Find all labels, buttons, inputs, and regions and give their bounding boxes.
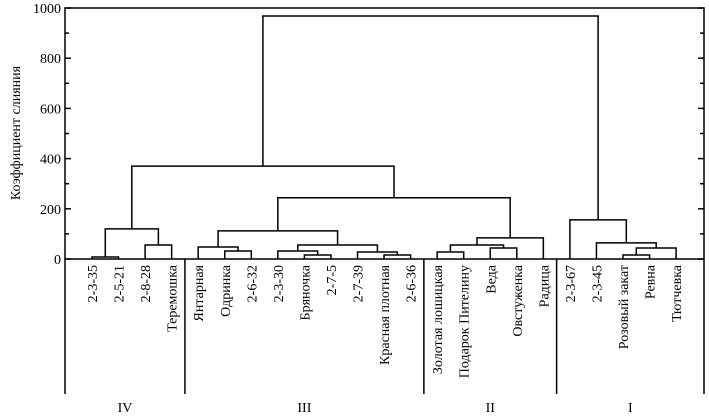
cluster-groups: IV III II I bbox=[64, 259, 705, 416]
leaf-label: 2-8-28 bbox=[139, 265, 154, 302]
dendrogram-link bbox=[489, 247, 518, 259]
leaf-label: Теремошка bbox=[166, 264, 181, 332]
y-tick-label: 800 bbox=[40, 52, 61, 67]
leaf-label: 2-3-67 bbox=[564, 265, 579, 302]
leaf-label: Тютчевка bbox=[670, 264, 685, 322]
dendrogram-links bbox=[91, 15, 677, 259]
leaf-label: Золотая лошицкая bbox=[431, 264, 446, 374]
dendrogram-link bbox=[197, 246, 239, 259]
leaf-label: Подарок Пителину bbox=[458, 265, 473, 378]
leaf-label: 2-3-30 bbox=[272, 265, 287, 302]
leaf-label: Розовый закат bbox=[617, 265, 632, 349]
leaf-label: Веда bbox=[484, 264, 499, 293]
leaf-label: Овстуженка bbox=[511, 264, 526, 336]
leaf-label: 2-7-5 bbox=[325, 265, 340, 295]
leaf-label: Одринка bbox=[219, 264, 234, 317]
group-label: IV bbox=[118, 401, 133, 416]
y-tick-label: 200 bbox=[40, 203, 61, 218]
group-label: III bbox=[297, 401, 311, 416]
leaf-label: 2-6-32 bbox=[245, 265, 260, 302]
y-tick-label: 600 bbox=[40, 102, 61, 117]
leaf-label: Бряночка bbox=[298, 264, 313, 320]
dendrogram-link bbox=[436, 251, 465, 259]
leaf-labels: 2-3-35 2-5-21 2-8-28 Теремошка Янтарная Одрин… bbox=[86, 264, 685, 378]
dendrogram-link bbox=[224, 250, 253, 259]
y-axis-label: Коэффициент слияния bbox=[9, 65, 24, 200]
dendrogram-link bbox=[569, 219, 628, 259]
dendrogram-link bbox=[144, 244, 173, 259]
group-label: II bbox=[486, 401, 496, 416]
leaf-label: Радица bbox=[537, 264, 552, 307]
dendrogram-link bbox=[104, 228, 160, 257]
leaf-label: Красная плотная bbox=[378, 264, 393, 365]
dendrogram-link bbox=[277, 197, 511, 238]
y-axis: 0 200 400 600 800 1000 bbox=[33, 2, 704, 268]
plot-frame bbox=[64, 7, 705, 260]
leaf-label: Янтарная bbox=[192, 264, 207, 321]
dendrogram-link bbox=[635, 247, 677, 259]
leaf-label: 2-3-45 bbox=[590, 265, 605, 302]
group-label: I bbox=[628, 401, 633, 416]
leaf-label: 2-5-21 bbox=[113, 265, 128, 302]
dendrogram-link bbox=[595, 242, 657, 259]
leaf-label: 2-6-36 bbox=[405, 265, 420, 302]
leaf-label: Ревна bbox=[644, 264, 659, 299]
leaf-label: 2-7-39 bbox=[352, 265, 367, 302]
y-tick-label: 1000 bbox=[33, 2, 61, 17]
leaf-label: 2-3-35 bbox=[86, 265, 101, 302]
y-tick-label: 400 bbox=[40, 153, 61, 168]
y-tick-label: 0 bbox=[54, 253, 61, 268]
dendrogram-link bbox=[262, 15, 599, 220]
